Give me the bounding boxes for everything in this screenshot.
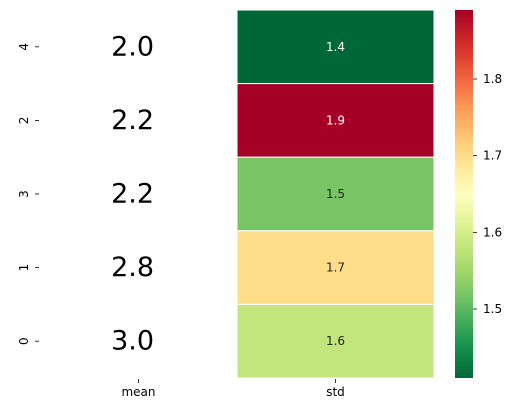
row-label: 0 xyxy=(17,337,31,345)
mean-annotation: 2.2 xyxy=(111,179,154,210)
std-annotation: 1.5 xyxy=(326,187,345,201)
colorbar: 1.5 1.6 1.7 1.8 xyxy=(455,10,502,378)
colorbar-gradient xyxy=(455,10,473,378)
row-label: 2 xyxy=(17,117,31,125)
column-label: mean xyxy=(121,385,155,399)
std-cell xyxy=(236,230,435,305)
std-cell xyxy=(236,9,435,85)
std-cell xyxy=(236,303,435,379)
mean-annotation: 2.0 xyxy=(111,31,154,62)
mean-column-annotations: 2.0 2.2 2.2 2.8 3.0 xyxy=(111,31,154,356)
std-annotation: 1.7 xyxy=(326,261,345,275)
mean-annotation: 2.2 xyxy=(111,105,154,136)
std-annotation: 1.4 xyxy=(326,40,345,54)
colorbar-tick-label: 1.8 xyxy=(483,72,502,86)
column-label: std xyxy=(326,385,345,399)
heatmap-cells: 1.4 1.9 1.5 1.7 1.6 xyxy=(236,9,435,379)
colorbar-tick-label: 1.5 xyxy=(483,302,502,316)
std-cell xyxy=(236,83,435,158)
row-label: 1 xyxy=(17,264,31,272)
std-annotation: 1.9 xyxy=(326,113,345,127)
colorbar-tick-label: 1.7 xyxy=(483,149,502,163)
column-axis: mean std xyxy=(121,379,345,399)
colorbar-tick-label: 1.6 xyxy=(483,225,502,239)
std-annotation: 1.6 xyxy=(326,334,345,348)
mean-annotation: 3.0 xyxy=(111,326,154,357)
mean-annotation: 2.8 xyxy=(111,252,154,283)
std-cell xyxy=(236,156,435,232)
row-label: 4 xyxy=(17,43,31,51)
row-label: 3 xyxy=(17,190,31,198)
row-axis: 4 2 3 1 0 xyxy=(17,43,39,345)
